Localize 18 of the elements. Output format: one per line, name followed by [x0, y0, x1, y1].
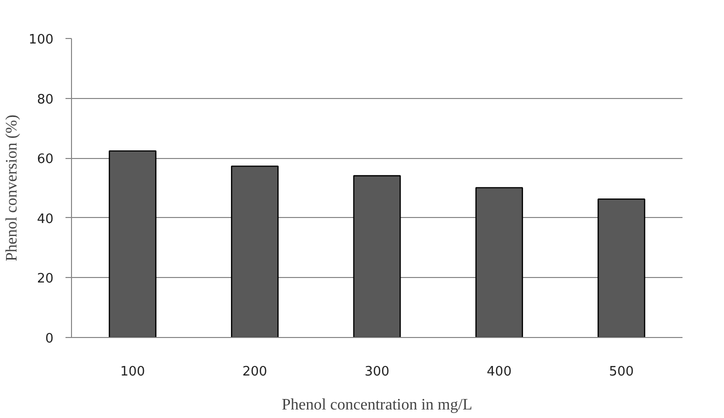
y-axis-title: Phenol conversion (%): [4, 114, 21, 262]
bar: [475, 187, 524, 338]
bar: [353, 175, 401, 338]
bar: [598, 198, 646, 338]
bar: [108, 150, 156, 338]
x-tick-label: 200: [242, 364, 268, 380]
bar: [230, 166, 279, 338]
y-tick-label: 20: [36, 272, 54, 287]
x-axis-title: Phenol concentration in mg/L: [282, 396, 472, 414]
x-tick-label: 100: [120, 364, 146, 380]
y-tick-label: 60: [36, 152, 54, 168]
y-tick-label: 40: [36, 212, 54, 227]
x-tick-label: 400: [486, 364, 512, 380]
y-tick-label: 80: [36, 92, 54, 108]
x-tick-label: 500: [608, 364, 634, 380]
x-tick-label: 300: [364, 364, 390, 380]
y-tick-label: 100: [28, 32, 54, 48]
y-tick-label: 0: [45, 332, 54, 346]
